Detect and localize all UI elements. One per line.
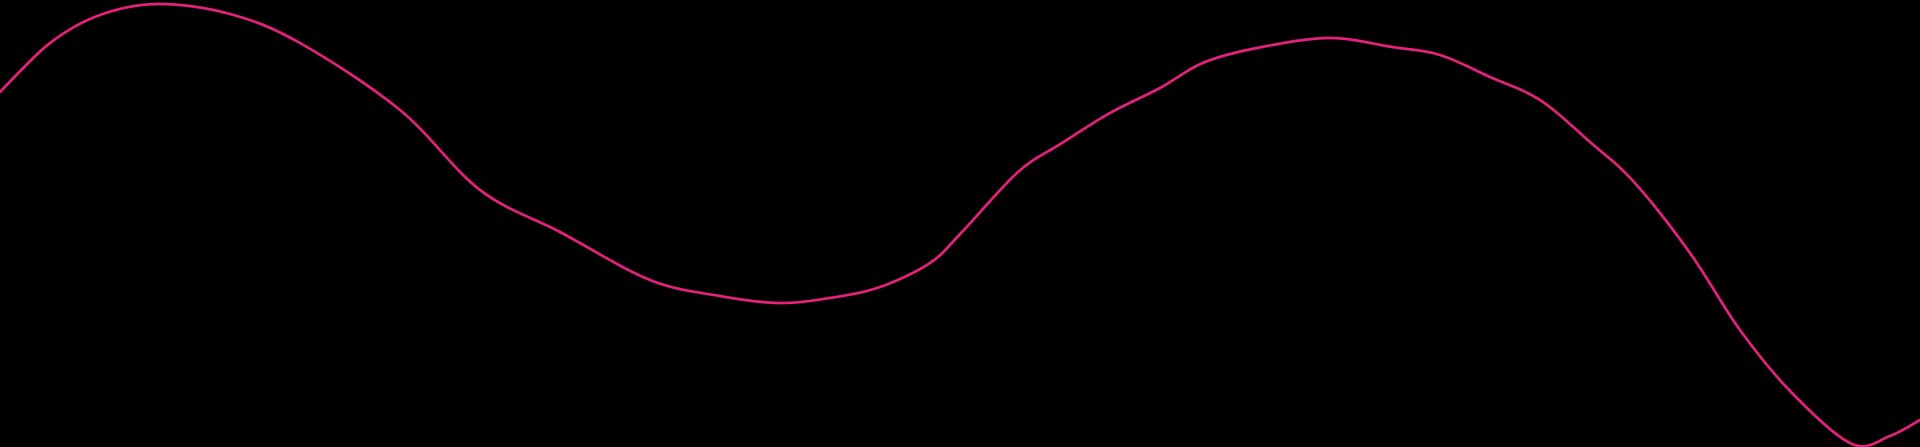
curve-figure: [0, 0, 1920, 447]
wave-curve-line: [0, 2, 1920, 447]
curve-canvas: [0, 0, 1920, 447]
background: [0, 0, 1920, 447]
